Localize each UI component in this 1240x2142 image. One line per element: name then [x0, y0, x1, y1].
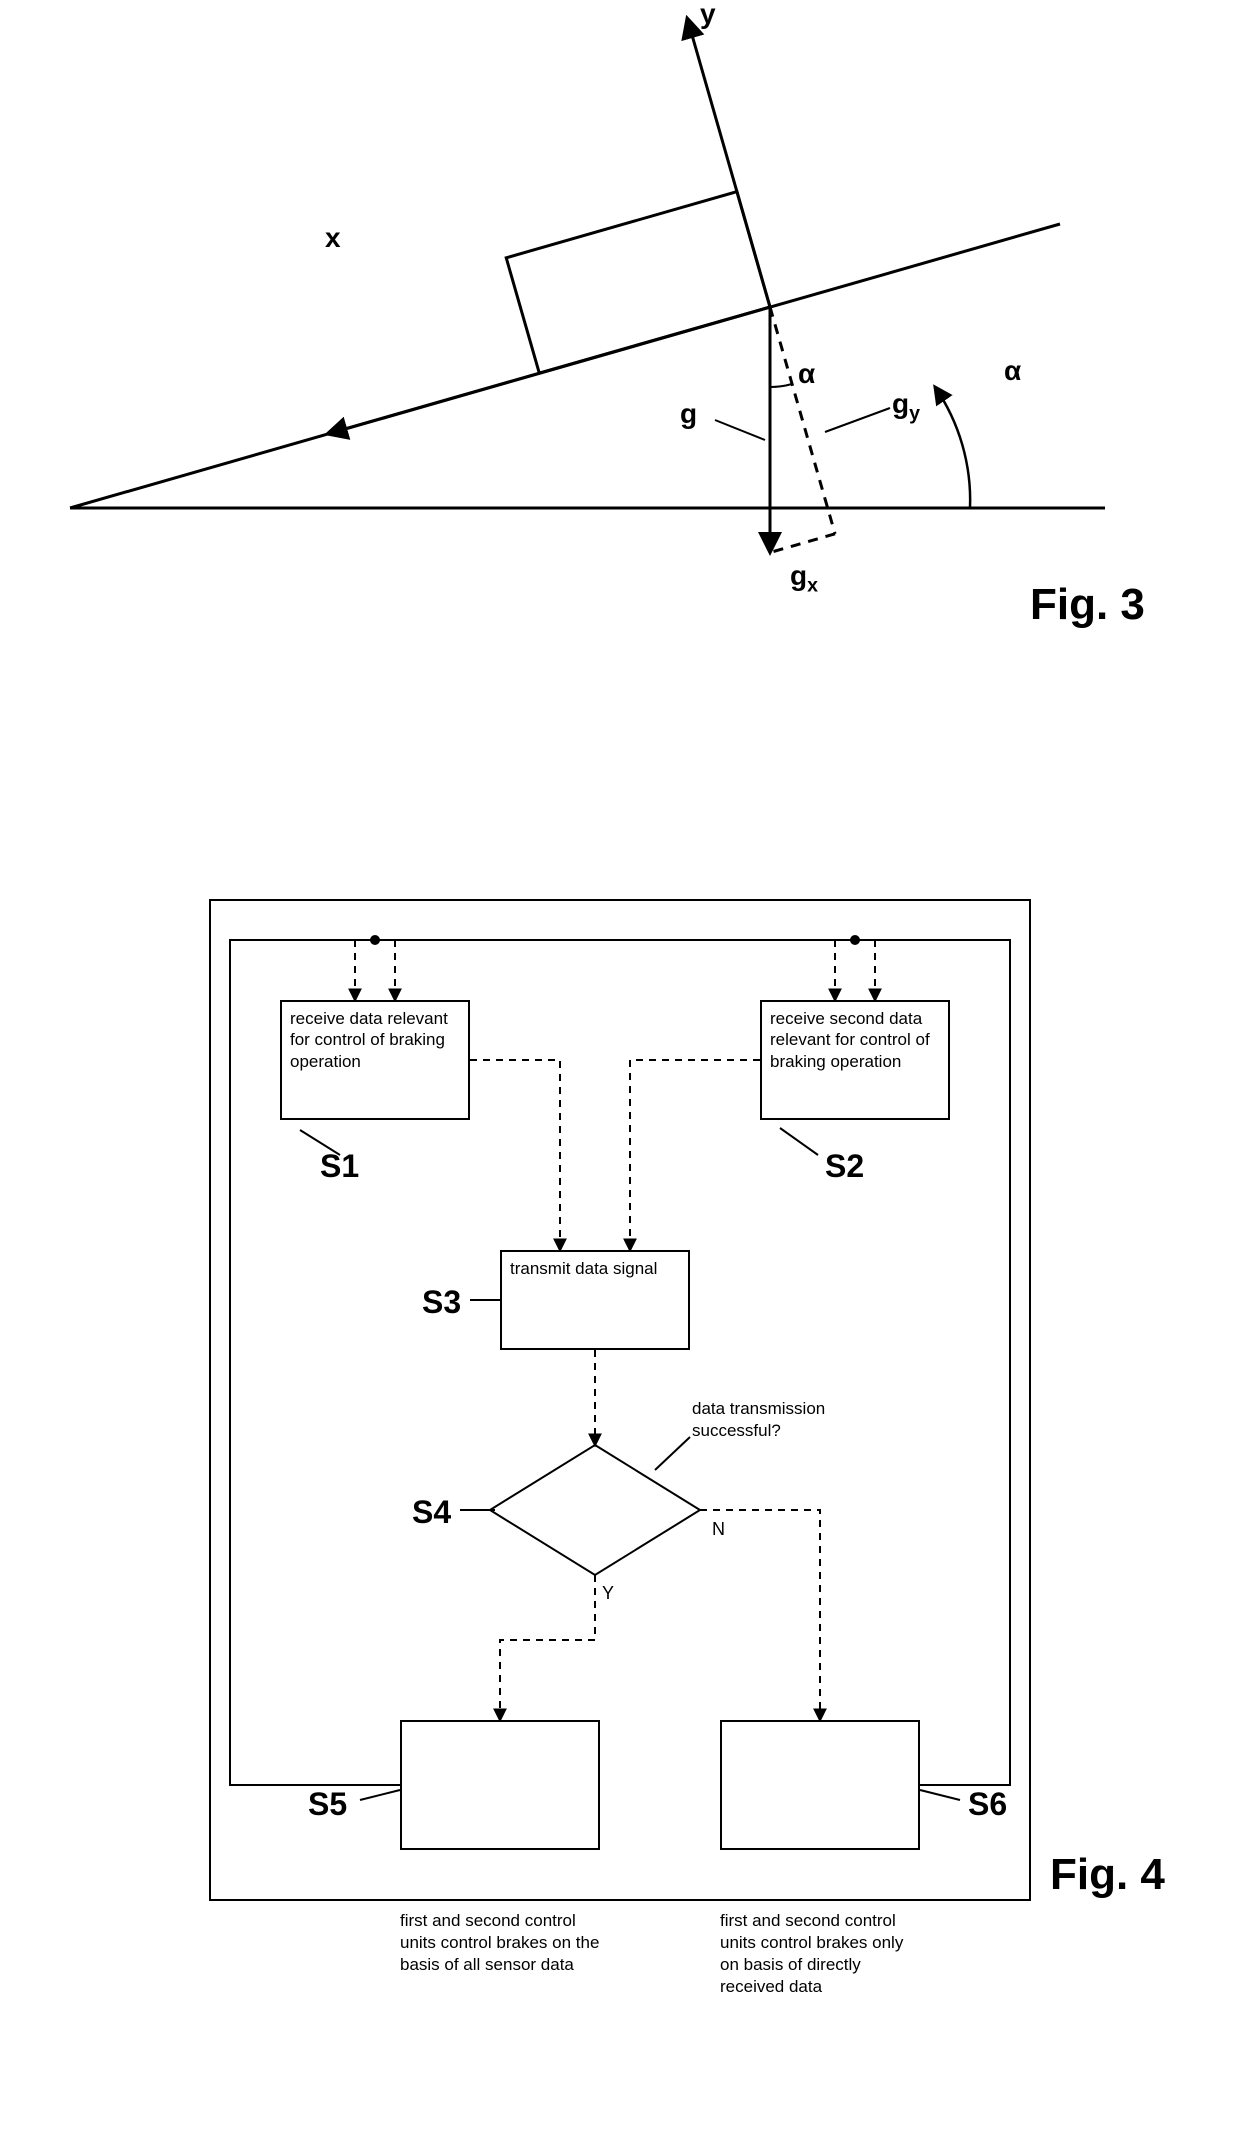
s4-diamond: [490, 1445, 700, 1575]
s1-id: S1: [320, 1148, 359, 1185]
s4-no-to-s6: [700, 1510, 820, 1720]
s4-text-leader: [655, 1437, 690, 1470]
s2-leader: [780, 1128, 818, 1155]
s1-text: receive data relevant for control of bra…: [290, 1009, 448, 1071]
fig4-label: Fig. 4: [1050, 1850, 1165, 1900]
s2-id: S2: [825, 1148, 864, 1185]
s4-id: S4: [412, 1494, 451, 1531]
fig4-svg: [0, 0, 1240, 2142]
s6-caption: first and second control units control b…: [720, 1910, 920, 1998]
s3-id: S3: [422, 1284, 461, 1321]
s4-text: data transmission successful?: [692, 1398, 872, 1442]
s5-caption: first and second control units control b…: [400, 1910, 600, 1976]
s1-box: receive data relevant for control of bra…: [280, 1000, 470, 1120]
yes-label: Y: [602, 1582, 614, 1605]
s6-id: S6: [968, 1786, 1007, 1823]
s2-text: receive second data relevant for control…: [770, 1009, 930, 1071]
s6-leader: [920, 1790, 960, 1800]
s5-leader: [360, 1790, 400, 1800]
s4-yes-to-s5: [500, 1575, 595, 1720]
s2-to-s3: [630, 1060, 760, 1250]
s5-box: [400, 1720, 600, 1850]
s3-box: transmit data signal: [500, 1250, 690, 1350]
s3-text: transmit data signal: [510, 1259, 657, 1278]
s1-to-s3: [470, 1060, 560, 1250]
s5-id: S5: [308, 1786, 347, 1823]
s2-box: receive second data relevant for control…: [760, 1000, 950, 1120]
s6-box: [720, 1720, 920, 1850]
no-label: N: [712, 1518, 725, 1541]
